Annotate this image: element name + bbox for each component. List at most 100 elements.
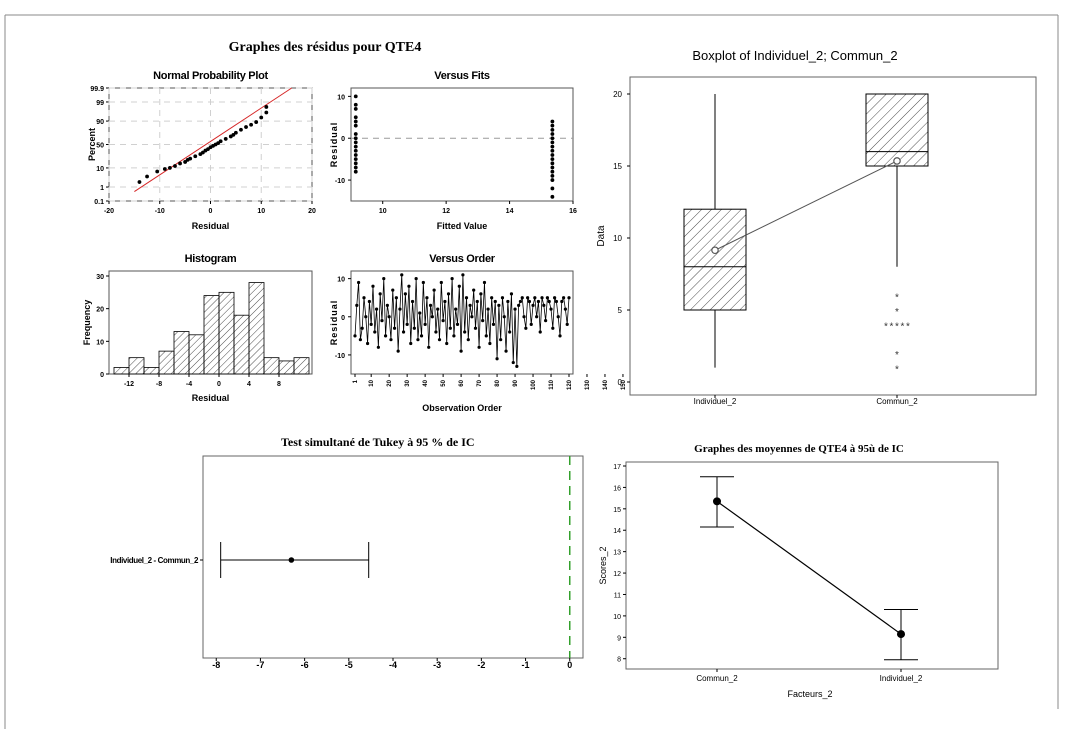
npp-point (193, 154, 198, 159)
versus-fits-x-tick-label: 12 (442, 208, 450, 215)
versus-order-point (466, 338, 470, 342)
versus-order-point (414, 277, 418, 281)
versus-order-point (362, 296, 366, 300)
versus-order-x-tick-label: 70 (477, 379, 483, 386)
versus-order-y-tick-label: 10 (337, 277, 345, 284)
versus-order-point (531, 303, 535, 307)
versus-order-point (378, 292, 382, 296)
histogram-bar (128, 357, 145, 375)
npp-title: Normal Probability Plot (153, 70, 268, 82)
boxplot-mean-symbol (893, 157, 901, 165)
versus-order-point (392, 326, 397, 330)
versus-order-point (499, 338, 503, 342)
versus-order-point (373, 330, 377, 334)
boxplot-y-tick-label: 20 (613, 90, 622, 99)
versus-order-x-tick-label: 140 (603, 379, 609, 390)
npp-point (183, 160, 188, 164)
boxplot-mean-symbol (711, 246, 719, 255)
versus-order-point (445, 341, 449, 346)
versus-order-point (398, 307, 402, 311)
versus-order-point (360, 326, 364, 330)
versus-order-point (529, 322, 533, 327)
histogram-x-tick-label: -12 (124, 381, 134, 388)
versus-order-point (490, 296, 494, 300)
versus-order-point (353, 334, 357, 338)
npp-point (178, 161, 182, 166)
versus-order-point (565, 322, 569, 327)
versus-order-point (410, 299, 415, 304)
versus-order-point (376, 345, 380, 349)
versus-order-point (517, 303, 521, 307)
versus-fits-point (353, 144, 358, 149)
tukey-x-tick-label: -3 (433, 660, 441, 670)
npp-x-tick-label: -10 (155, 208, 165, 215)
npp-y-tick-label: 10 (96, 166, 104, 173)
tukey-x-tick-label: -2 (477, 660, 485, 670)
npp-point (137, 180, 142, 184)
histogram-bar (113, 367, 130, 375)
versus-order-point (461, 273, 465, 277)
versus-order-point (418, 311, 422, 315)
means-connect-line (716, 500, 902, 635)
means-frame (625, 461, 999, 670)
npp-y-tick-label: 99.9 (90, 86, 104, 93)
versus-order-point (558, 334, 562, 338)
versus-fits-point (550, 148, 555, 153)
means-title: Graphes des moyennes de QTE4 à 95ù de IC (694, 443, 904, 455)
boxplot-y-tick-label: 5 (618, 306, 623, 315)
versus-order-point (542, 303, 546, 307)
npp-y-tick-label: 50 (96, 143, 104, 150)
versus-order-point (464, 296, 469, 300)
versus-order-point (520, 296, 524, 300)
means-y-tick-label: 11 (614, 592, 621, 599)
boxplot-outlier: * (890, 321, 894, 332)
versus-order-point (470, 315, 474, 319)
versus-order-point (526, 296, 530, 300)
versus-order-point (437, 338, 442, 342)
versus-order-x-tick-label: 60 (459, 379, 465, 386)
tukey-x-tick-label: -5 (345, 660, 353, 670)
versus-order-point (409, 341, 413, 346)
tukey-x-tick-label: 0 (567, 660, 572, 670)
versus-order-point (374, 307, 379, 311)
versus-fits-point (353, 140, 358, 145)
versus-order-point (522, 315, 526, 319)
boxplot-mean-connect-line (714, 160, 898, 251)
versus-order-point (389, 338, 393, 342)
npp-point (233, 130, 238, 135)
versus-fits-y-tick-label: 0 (341, 136, 345, 143)
versus-order-x-tick-label: 130 (585, 379, 591, 390)
histogram-x-tick-label: -8 (156, 381, 162, 388)
npp-x-tick-label: 20 (308, 208, 316, 215)
boxplot-x-tick-label: Commun_2 (876, 397, 918, 406)
versus-order-point (436, 307, 440, 311)
versus-order-point (428, 303, 433, 307)
npp-point (231, 133, 236, 137)
versus-order-point (383, 334, 388, 338)
versus-order-point (403, 292, 407, 296)
versus-order-point (367, 299, 371, 304)
versus-order-point (491, 322, 496, 327)
npp-point (264, 105, 269, 109)
means-y-tick-label: 16 (613, 485, 621, 492)
versus-order-point (513, 307, 517, 311)
means-y-tick-label: 10 (613, 614, 621, 621)
versus-order-point (430, 315, 434, 319)
versus-order-point (457, 284, 461, 288)
versus-order-point (493, 299, 497, 304)
versus-order-point (446, 292, 451, 296)
versus-order-point (562, 296, 566, 300)
versus-fits-title: Versus Fits (434, 70, 490, 82)
versus-order-x-tick-label: 100 (531, 379, 537, 390)
npp-point (264, 110, 269, 115)
residuals-title: Graphes des résidus pour QTE4 (229, 40, 422, 55)
versus-order-point (391, 288, 395, 292)
versus-order-point (475, 299, 479, 304)
versus-order-x-axis-label: Observation Order (422, 403, 502, 413)
versus-order-point (538, 330, 542, 334)
versus-order-point (419, 334, 424, 338)
histogram-y-tick-label: 20 (96, 307, 104, 314)
versus-order-point (371, 284, 375, 288)
tukey-x-tick-label: -7 (256, 660, 264, 670)
versus-order-point (355, 303, 359, 307)
